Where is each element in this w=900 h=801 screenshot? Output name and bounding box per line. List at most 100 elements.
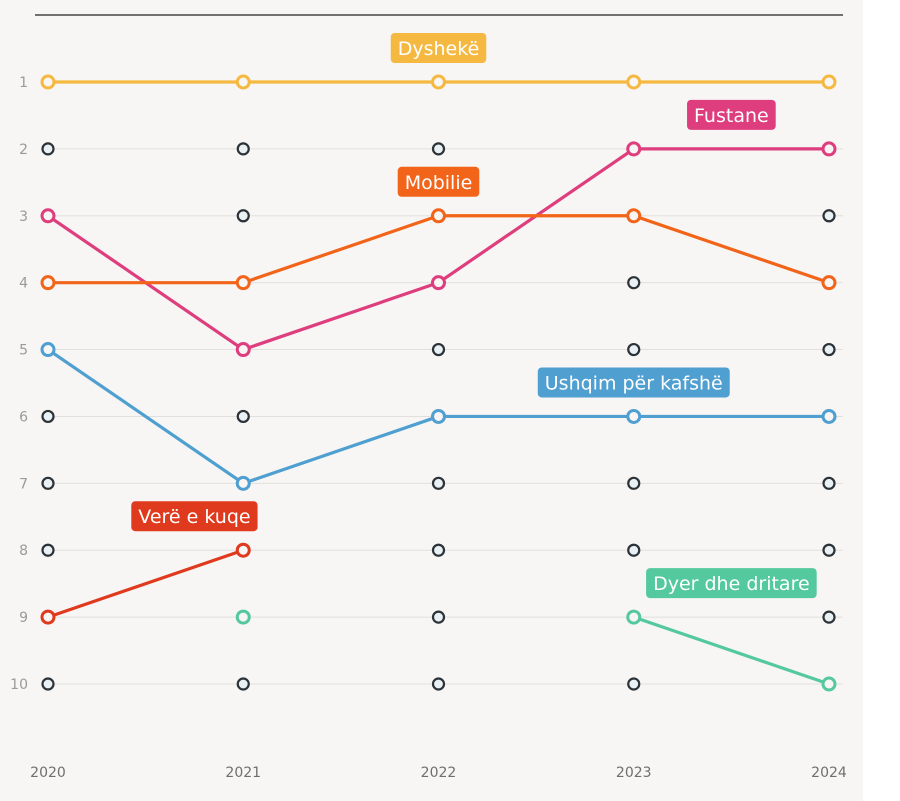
data-point <box>235 542 251 558</box>
empty-rank-marker <box>627 276 641 290</box>
series-label-text: Dyshekë <box>398 38 480 60</box>
empty-rank-marker <box>627 476 641 490</box>
empty-rank-marker <box>822 476 836 490</box>
series-label-box <box>131 501 258 532</box>
series-ushqim-p-r-kafsh- <box>40 342 837 491</box>
empty-rank-marker <box>431 677 446 691</box>
y-tick-label: 5 <box>19 343 28 359</box>
y-tick-label: 9 <box>19 610 28 626</box>
x-tick-label: 2024 <box>811 765 847 781</box>
series-label-text: Verë e kuqe <box>138 506 250 528</box>
empty-rank-marker <box>41 543 55 557</box>
data-point <box>431 208 446 224</box>
data-point <box>40 275 56 291</box>
data-point <box>821 676 837 692</box>
series-mobilie <box>40 208 837 291</box>
series-line-segment <box>241 281 441 352</box>
data-point <box>821 141 837 157</box>
empty-rank-marker <box>822 610 836 624</box>
data-point <box>40 208 56 224</box>
data-point <box>626 609 642 625</box>
series-label: Fustane <box>687 99 776 130</box>
series-label: Verë e kuqe <box>131 501 258 532</box>
series-line-segment <box>46 548 245 619</box>
data-point <box>626 408 642 424</box>
empty-rank-marker <box>236 409 250 424</box>
data-point <box>235 275 251 291</box>
empty-rank-marker <box>431 543 446 557</box>
empty-rank-marker <box>236 209 250 223</box>
y-tick-label: 4 <box>19 276 28 292</box>
empty-rank-marker <box>822 209 836 223</box>
series-label: Dyshekë <box>390 33 487 63</box>
y-tick-label: 10 <box>10 677 28 693</box>
series-label-text: Fustane <box>694 105 769 127</box>
series-line-segment <box>46 347 245 485</box>
data-point <box>821 275 837 291</box>
empty-rank-marker <box>822 342 836 357</box>
empty-rank-marker <box>431 610 446 624</box>
series-label: Ushqim për kafshë <box>537 367 730 398</box>
empty-rank-marker <box>41 409 55 424</box>
series-dyshek- <box>40 74 837 90</box>
y-tick-label: 8 <box>19 543 28 559</box>
data-point <box>821 408 837 424</box>
empty-rank-marker <box>41 476 55 490</box>
y-tick-label: 3 <box>19 209 28 225</box>
data-point <box>235 609 251 625</box>
series-line-segment <box>632 615 831 686</box>
series-label-box <box>687 99 776 130</box>
empty-rank-marker <box>822 543 836 557</box>
empty-rank-marker <box>627 543 641 557</box>
empty-rank-markers <box>41 142 836 691</box>
series-label: Dyer dhe dritare <box>646 568 817 599</box>
series-label-text: Ushqim për kafshë <box>545 372 723 394</box>
series-line-segment <box>241 214 441 285</box>
empty-rank-marker <box>627 342 641 357</box>
series-label-box <box>397 166 480 197</box>
data-point <box>431 408 446 424</box>
data-point <box>431 74 446 90</box>
y-tick-label: 7 <box>19 476 28 492</box>
x-tick-label: 2023 <box>616 765 652 781</box>
series-label-box <box>537 367 730 398</box>
x-tick-label: 2022 <box>421 765 457 781</box>
series-labels: Dyshekë Fustane Mobilie Ushqim për kafshë Ve… <box>131 33 817 599</box>
y-tick-label: 2 <box>19 142 28 158</box>
data-point <box>821 74 837 90</box>
series-line-segment <box>632 214 831 285</box>
data-point <box>626 74 642 90</box>
y-tick-label: 1 <box>19 75 28 91</box>
empty-rank-marker <box>41 142 55 156</box>
series-label-box <box>646 568 817 599</box>
x-tick-label: 2020 <box>30 765 66 781</box>
y-axis-ticks: 1 2 3 4 5 6 7 8 9 10 <box>10 75 28 693</box>
data-point <box>626 208 642 224</box>
series-ver-e-kuqe <box>40 542 251 625</box>
empty-rank-marker <box>236 142 250 156</box>
data-point <box>235 74 251 90</box>
data-point <box>235 342 251 358</box>
data-point <box>40 609 56 625</box>
data-point <box>431 275 446 291</box>
x-tick-label: 2021 <box>225 765 261 781</box>
data-point <box>40 342 56 358</box>
empty-rank-marker <box>431 142 446 156</box>
chart-background <box>0 0 863 801</box>
data-point <box>626 141 642 157</box>
series-label-text: Dyer dhe dritare <box>653 573 810 595</box>
empty-rank-marker <box>236 677 250 691</box>
series-label: Mobilie <box>397 166 480 197</box>
x-axis-ticks: 2020 2021 2022 2023 2024 <box>30 765 847 781</box>
empty-rank-marker <box>627 677 641 691</box>
series-label-box <box>390 33 487 63</box>
series-dyer-dhe-dritare <box>235 609 837 692</box>
data-point <box>235 475 251 491</box>
empty-rank-marker <box>41 677 55 691</box>
empty-rank-marker <box>431 342 446 357</box>
series-label-text: Mobilie <box>405 172 473 194</box>
series-lines <box>40 74 837 692</box>
empty-rank-marker <box>431 476 446 490</box>
series-line-segment <box>241 414 441 485</box>
